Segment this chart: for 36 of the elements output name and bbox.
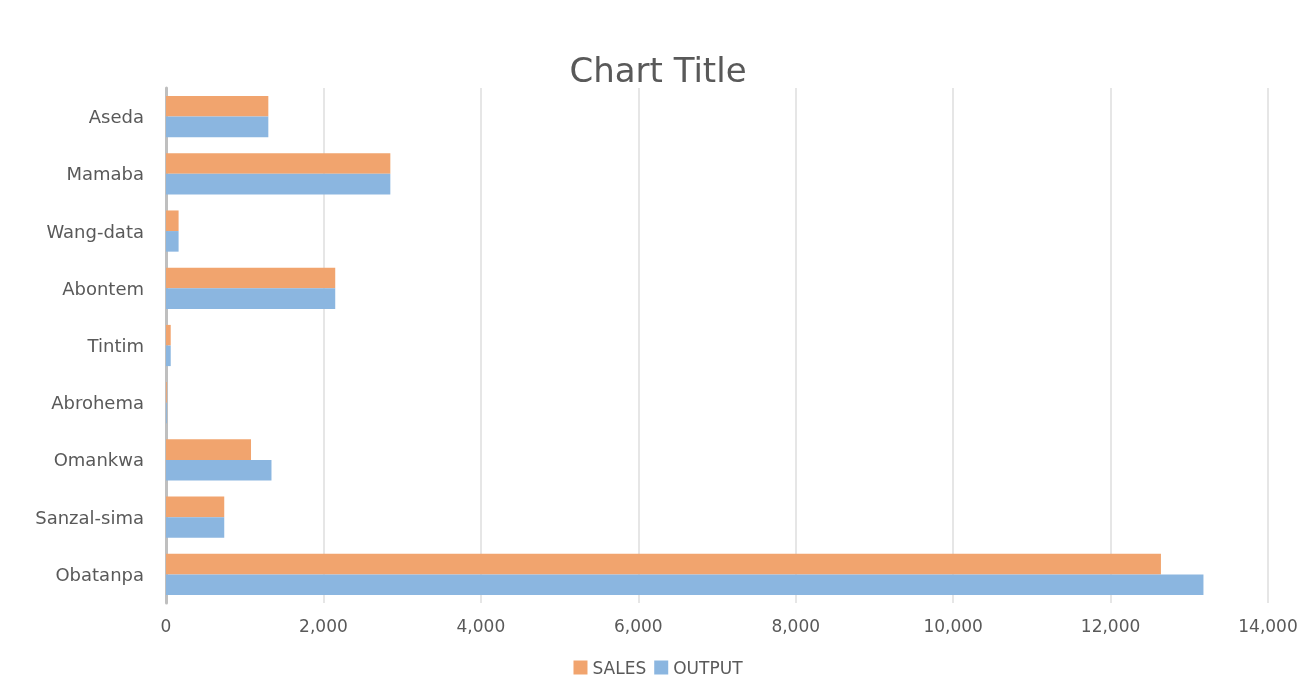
bar (166, 153, 391, 174)
legend-label: OUTPUT (673, 657, 744, 678)
bar (166, 439, 252, 460)
x-tick-label: 6,000 (613, 615, 663, 636)
bar (166, 459, 272, 481)
bar (166, 574, 1204, 595)
bar (166, 517, 225, 538)
chart-title: Chart Title (569, 50, 747, 90)
y-tick-label: Wang-data (46, 220, 144, 242)
bar (166, 553, 1161, 575)
x-tick-label: 14,000 (1238, 615, 1298, 636)
bar (166, 288, 336, 309)
y-tick-label: Abontem (62, 277, 144, 299)
bar (166, 496, 225, 518)
y-tick-label: Aseda (88, 106, 144, 128)
bar (166, 345, 171, 367)
y-tick-label: Omankwa (53, 449, 144, 471)
bar (166, 324, 171, 346)
y-tick-label: Obatanpa (55, 563, 144, 585)
bar (166, 210, 179, 232)
bar (166, 267, 336, 289)
x-tick-label: 0 (160, 615, 172, 636)
bar (166, 173, 391, 195)
x-tick-label: 2,000 (299, 615, 348, 636)
legend-label: SALES (592, 657, 647, 678)
y-tick-label: Tintim (86, 335, 144, 356)
bar (166, 116, 269, 138)
y-tick-label: Abrohema (51, 392, 144, 414)
x-tick-label: 10,000 (923, 615, 983, 636)
x-tick-label: 12,000 (1080, 615, 1141, 636)
x-tick-label: 8,000 (771, 615, 821, 636)
x-tick-label: 4,000 (456, 615, 506, 636)
bar (166, 96, 269, 117)
bar (166, 231, 179, 252)
y-tick-label: Sanzal-sima (35, 506, 144, 528)
y-tick-label: Mamaba (66, 163, 144, 185)
